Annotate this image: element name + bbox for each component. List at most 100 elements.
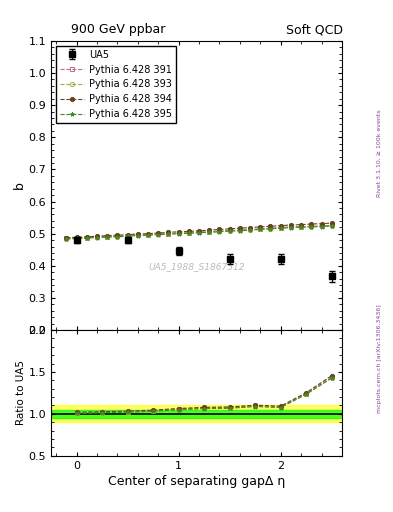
Pythia 6.428 391 xyxy=(217,228,222,234)
Pythia 6.428 394 xyxy=(237,225,242,231)
Pythia 6.428 391 xyxy=(268,225,273,231)
Pythia 6.428 393 xyxy=(84,235,89,241)
Pythia 6.428 391 xyxy=(187,229,191,236)
Text: 900 GeV ppbar: 900 GeV ppbar xyxy=(71,23,165,36)
Pythia 6.428 391 xyxy=(258,226,263,232)
Pythia 6.428 394 xyxy=(95,233,99,239)
Pythia 6.428 391 xyxy=(196,229,201,235)
Pythia 6.428 394 xyxy=(258,224,263,230)
Pythia 6.428 393 xyxy=(207,229,211,235)
Pythia 6.428 394 xyxy=(248,224,252,230)
Pythia 6.428 393 xyxy=(248,227,252,233)
Pythia 6.428 395 xyxy=(74,236,79,242)
Pythia 6.428 391 xyxy=(319,223,324,229)
Pythia 6.428 391 xyxy=(84,234,89,241)
Pythia 6.428 395 xyxy=(288,224,293,230)
Pythia 6.428 394 xyxy=(176,229,181,235)
Pythia 6.428 393 xyxy=(329,223,334,229)
Pythia 6.428 393 xyxy=(299,224,303,230)
Pythia 6.428 391 xyxy=(146,231,151,238)
Pythia 6.428 395 xyxy=(278,225,283,231)
Pythia 6.428 393 xyxy=(136,232,140,239)
Pythia 6.428 395 xyxy=(176,230,181,237)
Pythia 6.428 395 xyxy=(299,224,303,230)
Pythia 6.428 395 xyxy=(248,227,252,233)
Pythia 6.428 393 xyxy=(95,234,99,240)
Pythia 6.428 394 xyxy=(299,222,303,228)
Pythia 6.428 394 xyxy=(288,222,293,228)
Pythia 6.428 395 xyxy=(319,224,324,230)
Pythia 6.428 395 xyxy=(187,230,191,237)
Pythia 6.428 393 xyxy=(258,226,263,232)
Pythia 6.428 393 xyxy=(105,234,110,240)
Pythia 6.428 393 xyxy=(156,231,161,238)
Pythia 6.428 391 xyxy=(166,230,171,237)
Pythia 6.428 391 xyxy=(248,226,252,232)
Pythia 6.428 391 xyxy=(207,229,211,235)
Pythia 6.428 393 xyxy=(227,228,232,234)
Pythia 6.428 394 xyxy=(309,221,314,227)
Text: Soft QCD: Soft QCD xyxy=(286,23,343,36)
Pythia 6.428 395 xyxy=(64,236,69,242)
Line: Pythia 6.428 394: Pythia 6.428 394 xyxy=(64,221,334,240)
Pythia 6.428 393 xyxy=(278,225,283,231)
Pythia 6.428 394 xyxy=(268,223,273,229)
Pythia 6.428 393 xyxy=(166,231,171,237)
Pythia 6.428 393 xyxy=(237,227,242,233)
Y-axis label: Ratio to UA5: Ratio to UA5 xyxy=(16,360,26,425)
Bar xyxy=(51,410,342,418)
Pythia 6.428 394 xyxy=(125,231,130,238)
Pythia 6.428 394 xyxy=(115,232,120,239)
Pythia 6.428 395 xyxy=(156,231,161,238)
Pythia 6.428 393 xyxy=(64,236,69,242)
Pythia 6.428 394 xyxy=(319,221,324,227)
Pythia 6.428 395 xyxy=(237,228,242,234)
Pythia 6.428 394 xyxy=(146,230,151,237)
Bar xyxy=(51,406,342,422)
Pythia 6.428 391 xyxy=(237,227,242,233)
Pythia 6.428 391 xyxy=(136,232,140,238)
Pythia 6.428 395 xyxy=(105,234,110,240)
Pythia 6.428 391 xyxy=(299,224,303,230)
Pythia 6.428 394 xyxy=(278,223,283,229)
Pythia 6.428 395 xyxy=(207,229,211,236)
Pythia 6.428 395 xyxy=(258,226,263,232)
Text: Rivet 3.1.10, ≥ 100k events: Rivet 3.1.10, ≥ 100k events xyxy=(377,110,382,198)
Pythia 6.428 391 xyxy=(115,233,120,239)
Pythia 6.428 393 xyxy=(196,229,201,236)
Pythia 6.428 393 xyxy=(217,228,222,234)
X-axis label: Center of separating gapΔ η: Center of separating gapΔ η xyxy=(108,475,285,488)
Pythia 6.428 393 xyxy=(115,233,120,240)
Pythia 6.428 394 xyxy=(105,232,110,239)
Pythia 6.428 395 xyxy=(125,233,130,239)
Pythia 6.428 393 xyxy=(176,230,181,237)
Legend: UA5, Pythia 6.428 391, Pythia 6.428 393, Pythia 6.428 394, Pythia 6.428 395: UA5, Pythia 6.428 391, Pythia 6.428 393,… xyxy=(56,46,176,123)
Pythia 6.428 393 xyxy=(268,225,273,231)
Pythia 6.428 391 xyxy=(156,231,161,237)
Pythia 6.428 395 xyxy=(136,232,140,239)
Pythia 6.428 391 xyxy=(176,230,181,236)
Pythia 6.428 391 xyxy=(309,223,314,229)
Pythia 6.428 391 xyxy=(74,235,79,241)
Text: UA5_1988_S1867512: UA5_1988_S1867512 xyxy=(148,262,245,271)
Pythia 6.428 391 xyxy=(105,233,110,240)
Pythia 6.428 395 xyxy=(309,224,314,230)
Pythia 6.428 395 xyxy=(166,231,171,238)
Pythia 6.428 394 xyxy=(227,226,232,232)
Pythia 6.428 394 xyxy=(74,234,79,240)
Pythia 6.428 394 xyxy=(207,227,211,233)
Line: Pythia 6.428 391: Pythia 6.428 391 xyxy=(64,223,334,241)
Pythia 6.428 395 xyxy=(95,234,99,241)
Pythia 6.428 394 xyxy=(217,226,222,232)
Pythia 6.428 393 xyxy=(125,233,130,239)
Pythia 6.428 394 xyxy=(329,220,334,226)
Pythia 6.428 395 xyxy=(84,235,89,241)
Line: Pythia 6.428 395: Pythia 6.428 395 xyxy=(64,224,334,241)
Pythia 6.428 395 xyxy=(115,234,120,240)
Pythia 6.428 395 xyxy=(217,229,222,235)
Pythia 6.428 393 xyxy=(146,232,151,238)
Pythia 6.428 391 xyxy=(288,224,293,230)
Pythia 6.428 395 xyxy=(146,232,151,239)
Pythia 6.428 391 xyxy=(125,232,130,239)
Pythia 6.428 394 xyxy=(196,228,201,234)
